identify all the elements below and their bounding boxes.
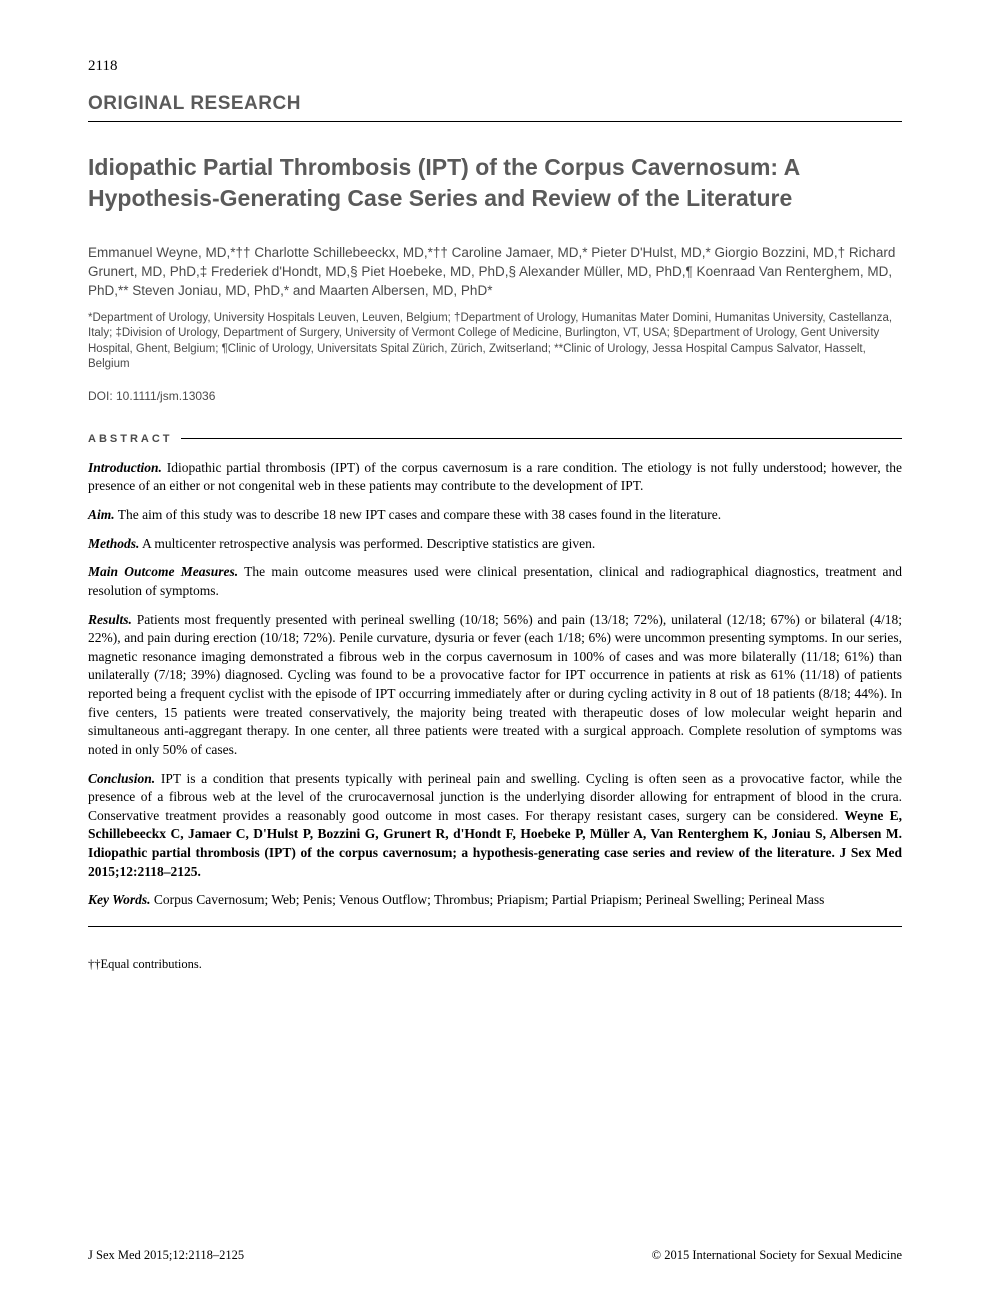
aim-text: The aim of this study was to describe 18… — [118, 507, 721, 522]
doi: DOI: 10.1111/jsm.13036 — [88, 389, 902, 403]
page-number: 2118 — [88, 58, 902, 75]
page-footer: J Sex Med 2015;12:2118–2125 © 2015 Inter… — [88, 1248, 902, 1263]
abstract-rule — [181, 438, 903, 439]
results-text: Patients most frequently presented with … — [88, 612, 902, 757]
methods-lead: Methods. — [88, 536, 139, 551]
article-title: Idiopathic Partial Thrombosis (IPT) of t… — [88, 152, 902, 214]
keywords-lead: Key Words. — [88, 892, 151, 907]
intro-lead: Introduction. — [88, 460, 162, 475]
conclusion-text: IPT is a condition that presents typical… — [88, 771, 902, 823]
abstract-conclusion: Conclusion. IPT is a condition that pres… — [88, 770, 902, 882]
abstract-methods: Methods. A multicenter retrospective ana… — [88, 535, 902, 554]
footer-citation: J Sex Med 2015;12:2118–2125 — [88, 1248, 244, 1263]
conclusion-lead: Conclusion. — [88, 771, 155, 786]
footer-copyright: © 2015 International Society for Sexual … — [652, 1248, 902, 1263]
abstract-header: ABSTRACT — [88, 433, 902, 445]
authors-list: Emmanuel Weyne, MD,*†† Charlotte Schille… — [88, 244, 902, 301]
intro-text: Idiopathic partial thrombosis (IPT) of t… — [88, 460, 902, 494]
abstract-label: ABSTRACT — [88, 433, 173, 445]
methods-text: A multicenter retrospective analysis was… — [142, 536, 595, 551]
outcome-lead: Main Outcome Measures. — [88, 564, 238, 579]
keywords-text: Corpus Cavernosum; Web; Penis; Venous Ou… — [154, 892, 825, 907]
aim-lead: Aim. — [88, 507, 115, 522]
section-label: ORIGINAL RESEARCH — [88, 93, 902, 115]
abstract-introduction: Introduction. Idiopathic partial thrombo… — [88, 459, 902, 496]
affiliations: *Department of Urology, University Hospi… — [88, 311, 902, 373]
abstract-results: Results. Patients most frequently presen… — [88, 611, 902, 760]
abstract-aim: Aim. The aim of this study was to descri… — [88, 506, 902, 525]
abstract-outcome: Main Outcome Measures. The main outcome … — [88, 563, 902, 600]
section-rule — [88, 121, 902, 122]
equal-contributions-footnote: ††Equal contributions. — [88, 957, 902, 972]
keywords-rule — [88, 926, 902, 927]
results-lead: Results. — [88, 612, 132, 627]
keywords: Key Words. Corpus Cavernosum; Web; Penis… — [88, 891, 902, 910]
